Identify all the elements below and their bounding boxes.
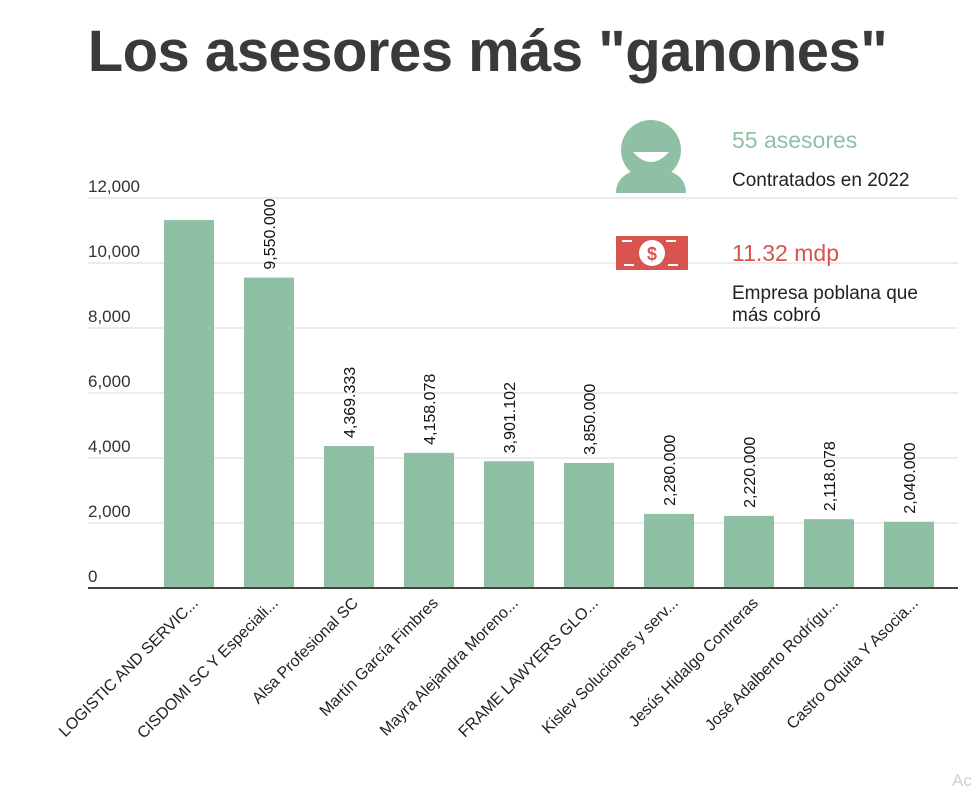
amount-info: $ 11.32 mdp Empresa poblana que más cobr… [616, 236, 918, 326]
amount-value: 11.32 mdp [732, 240, 839, 266]
bar-data-label: 2,040.000 [902, 442, 919, 513]
advisors-count: 55 asesores [732, 127, 857, 153]
y-axis-ticks: 0 2,000 4,000 6,000 8,000 10,000 12,000 [88, 177, 140, 586]
advisors-caption: Contratados en 2022 [732, 170, 909, 191]
bar-data-label: 2,118.078 [822, 441, 839, 511]
bar [564, 462, 614, 588]
bar [244, 277, 294, 588]
y-tick-label: 12,000 [88, 177, 140, 196]
amount-caption-line2: más cobró [732, 305, 821, 326]
y-tick-label: 6,000 [88, 372, 131, 391]
bar-data-label: 3,850.000 [582, 384, 599, 455]
category-label: FRAME LAWYERS GLO... [456, 595, 602, 741]
grid-lines [88, 197, 958, 524]
svg-text:$: $ [647, 244, 657, 264]
bar [164, 220, 214, 588]
bar-data-label: 4,158.078 [422, 374, 439, 445]
bar-data-label: 3,901.102 [502, 382, 519, 453]
category-label: José Adalberto Rodrígu... [702, 595, 842, 735]
money-icon: $ [616, 236, 688, 270]
category-label: Kislev Soluciones y serv... [539, 595, 682, 738]
chart-title: Los asesores más "ganones" [87, 19, 888, 84]
bar-data-labels: 9,550.000 4,369.333 4,158.078 3,901.102 3,85… [262, 198, 919, 513]
category-label: Jesús Hidalgo Contreras [626, 595, 762, 731]
bar-data-label: 2,220.000 [742, 437, 759, 508]
bar [324, 445, 374, 588]
y-tick-label: 8,000 [88, 307, 131, 326]
amount-caption-line1: Empresa poblana que [732, 283, 918, 304]
bar [884, 521, 934, 588]
bar [724, 515, 774, 588]
bars [164, 220, 934, 588]
watermark-text: Ac [952, 771, 972, 788]
category-label: Castro Oquita Y Asocia... [784, 595, 922, 733]
category-label: CISDOMI SC Y Especiali... [134, 595, 281, 742]
person-icon [616, 120, 686, 193]
bar-data-label: 2,280.000 [662, 435, 679, 506]
bar [644, 513, 694, 588]
advisors-info: 55 asesores Contratados en 2022 [616, 120, 909, 193]
y-tick-label: 10,000 [88, 242, 140, 261]
bar-data-label: 4,369.333 [342, 367, 359, 438]
bar-data-label: 9,550.000 [262, 198, 279, 269]
y-tick-label: 2,000 [88, 502, 131, 521]
y-tick-label: 4,000 [88, 437, 131, 456]
category-label: LOGISTIC AND SERVIC... [56, 595, 202, 741]
category-labels: LOGISTIC AND SERVIC...CISDOMI SC Y Espec… [56, 595, 922, 742]
bar [404, 452, 454, 588]
category-label: Mayra Alejandra Moreno... [377, 595, 522, 740]
bar [804, 519, 854, 588]
y-tick-label: 0 [88, 567, 97, 586]
bar [484, 461, 534, 588]
